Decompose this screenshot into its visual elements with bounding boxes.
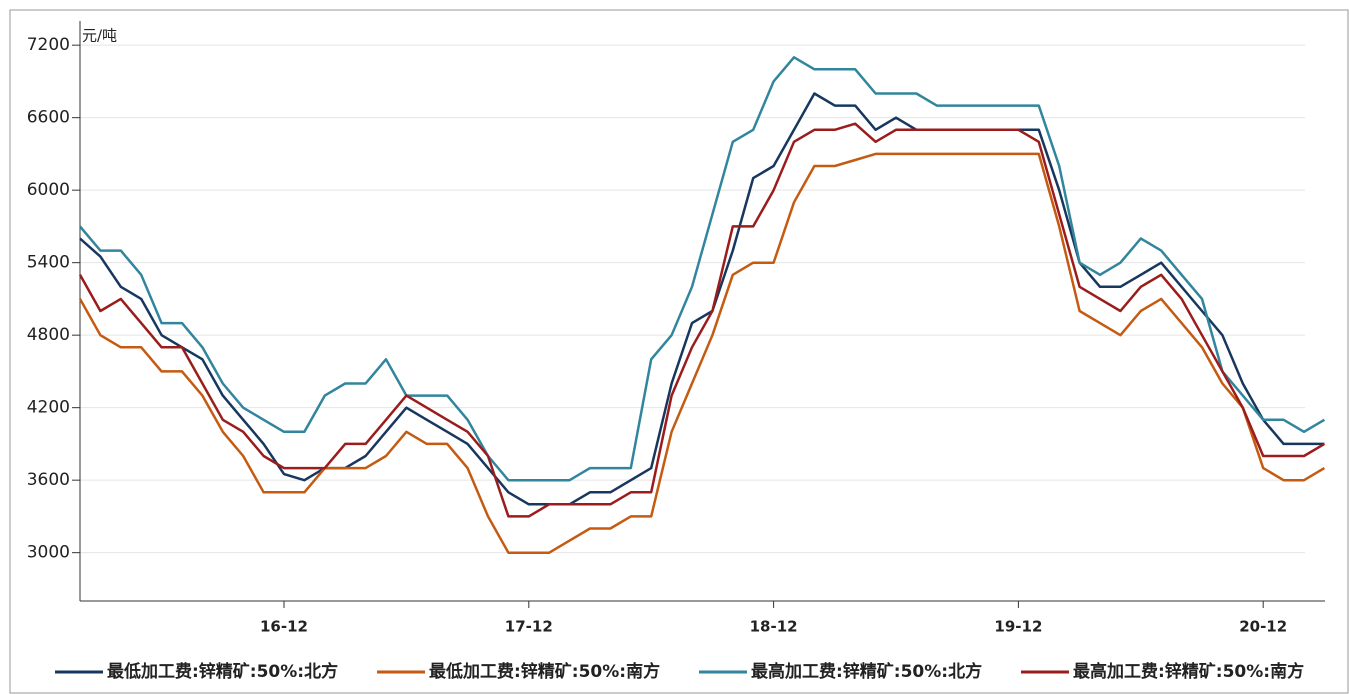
y-tick-label: 6000 [27, 180, 70, 200]
legend-label: 最高加工费:锌精矿:50%:北方 [751, 661, 982, 682]
x-tick-label: 17-12 [505, 618, 553, 636]
y-tick-label: 5400 [27, 253, 70, 273]
y-tick-label: 6600 [27, 108, 70, 128]
series-line [79, 92, 1325, 506]
series-line [78, 152, 1326, 554]
y-tick-label: 3000 [27, 543, 70, 563]
frame [9, 9, 1349, 694]
legend-label: 最低加工费:锌精矿:50%:北方 [107, 661, 338, 682]
y-unit: 元/吨 [82, 27, 117, 45]
legend-label: 最高加工费:锌精矿:50%:南方 [1073, 661, 1304, 682]
series-line [78, 122, 1326, 518]
x-tick-label: 20-12 [1239, 618, 1287, 636]
x-tick-label: 19-12 [994, 618, 1042, 636]
legend-label: 最低加工费:锌精矿:50%:南方 [429, 661, 660, 682]
y-tick-label: 4200 [27, 398, 70, 418]
x-tick-label: 18-12 [750, 618, 798, 636]
series-line [79, 56, 1326, 482]
y-tick-label: 4800 [27, 325, 70, 345]
y-tick-label: 7200 [27, 35, 70, 55]
x-tick-label: 16-12 [260, 618, 308, 636]
y-tick-label: 3600 [27, 470, 70, 490]
